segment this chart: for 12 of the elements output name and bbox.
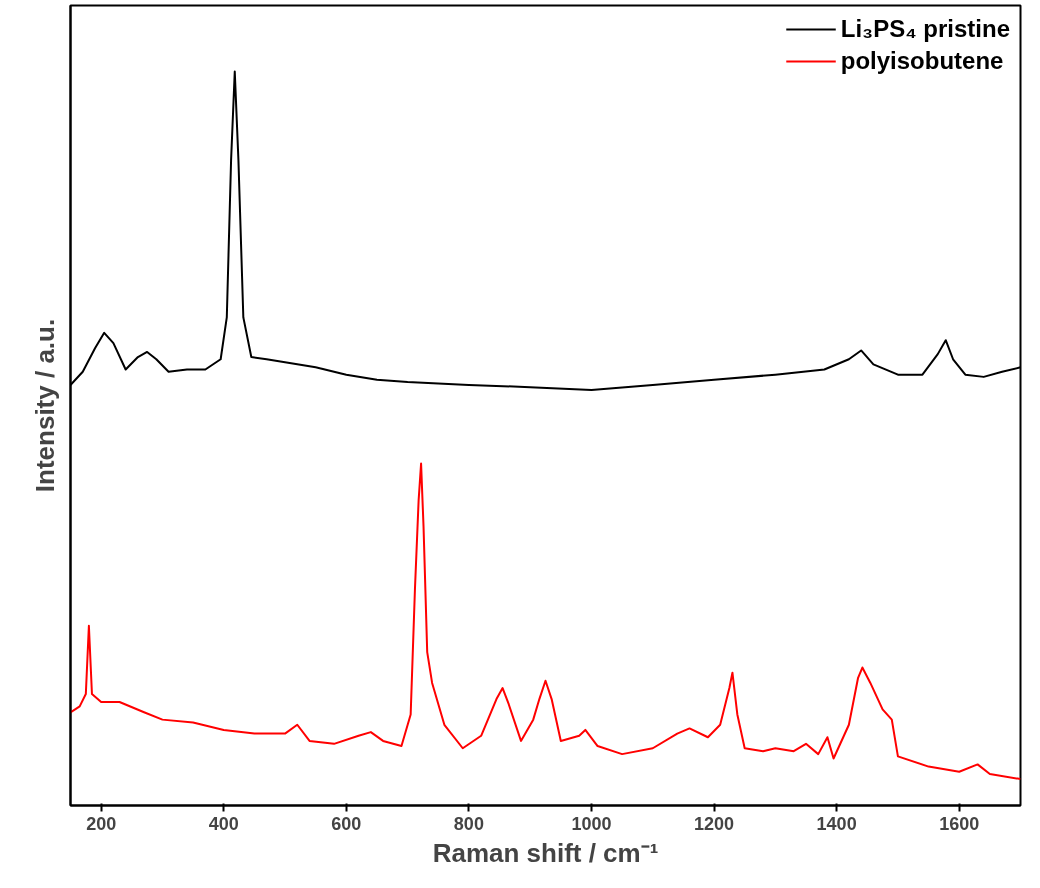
x-tick-label: 1400 (816, 813, 857, 834)
x-tick-label: 800 (453, 813, 484, 834)
legend-label: polyisobutene (840, 47, 1004, 75)
x-tick-label: 400 (208, 813, 239, 834)
x-axis-title: Raman shift / cm⁻¹ (432, 837, 659, 868)
x-tick-label: 600 (331, 813, 362, 834)
x-tick-label: 200 (86, 813, 117, 834)
x-tick-label: 1000 (571, 813, 612, 834)
x-tick-label: 1200 (694, 813, 735, 834)
y-axis-title: Intensity / a.u. (29, 318, 60, 493)
x-tick-label: 1600 (939, 813, 980, 834)
legend-label: Li₃PS₄ pristine (840, 15, 1010, 43)
